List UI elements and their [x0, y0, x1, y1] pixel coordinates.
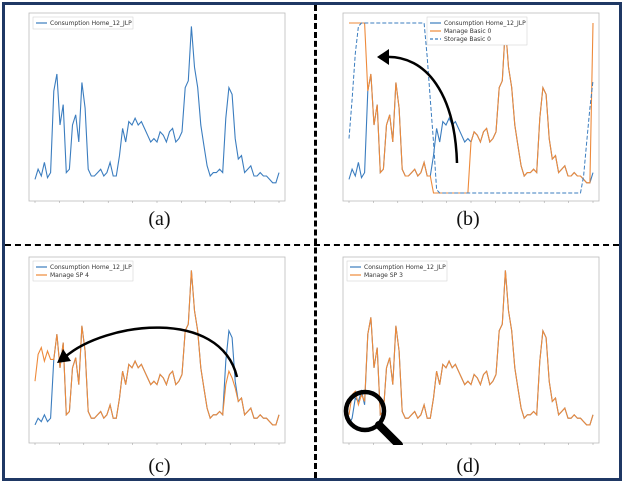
magnifier-handle [375, 421, 403, 445]
caption-c: (c) [148, 455, 171, 477]
series-line-3 [348, 22, 594, 194]
series-line-1 [34, 26, 280, 184]
legend-label: Manage SP 4 [50, 272, 89, 279]
arrow-head [57, 349, 71, 363]
series-layer [34, 26, 280, 203]
legend-box [32, 16, 134, 30]
panel-c: Consumption Home_12_JLP Manage SP 4 (c) [5, 247, 314, 478]
panel-a: Consumption Home_12_JLP (a) [5, 5, 314, 244]
plot-frame [28, 12, 286, 202]
legend-label: Storage Basic 0 [444, 36, 491, 43]
horizontal-divider [5, 244, 619, 246]
series-layer [348, 270, 594, 445]
series-layer [34, 270, 280, 445]
series-line-2 [34, 270, 280, 426]
arrow-annotation [384, 55, 459, 164]
arrow-head [377, 49, 389, 65]
legend-box [426, 16, 528, 46]
legend-box [32, 260, 134, 282]
legend-label: Manage SP 3 [364, 272, 403, 279]
caption-d: (d) [456, 455, 480, 477]
legend-label: Consumption Home_12_JLP [50, 264, 132, 271]
legend-label: Consumption Home_12_JLP [50, 20, 132, 27]
vertical-divider [314, 5, 317, 478]
legend-box [346, 260, 448, 282]
legend-label: Consumption Home_12_JLP [364, 264, 446, 271]
series-layer [348, 22, 594, 203]
series-line-2 [349, 22, 594, 194]
magnifier-icon [343, 389, 403, 445]
caption-a: (a) [148, 208, 171, 230]
magnifier-lens [343, 389, 387, 433]
legend-label: Consumption Home_12_JLP [444, 20, 526, 27]
panel-b: Consumption Home_12_JLP Manage Basic 0 Sto… [317, 5, 619, 244]
arrow-annotation [64, 326, 239, 378]
legend: Consumption Home_12_JLP [32, 16, 134, 30]
panel-d: Consumption Home_12_JLP Manage SP 3 (d) [317, 247, 619, 478]
legend-label: Manage Basic 0 [444, 28, 492, 35]
caption-b: (b) [456, 208, 480, 230]
plot-frame [28, 256, 286, 444]
series-line-2 [348, 270, 594, 426]
chart-a: Consumption Home_12_JLP [28, 12, 286, 203]
